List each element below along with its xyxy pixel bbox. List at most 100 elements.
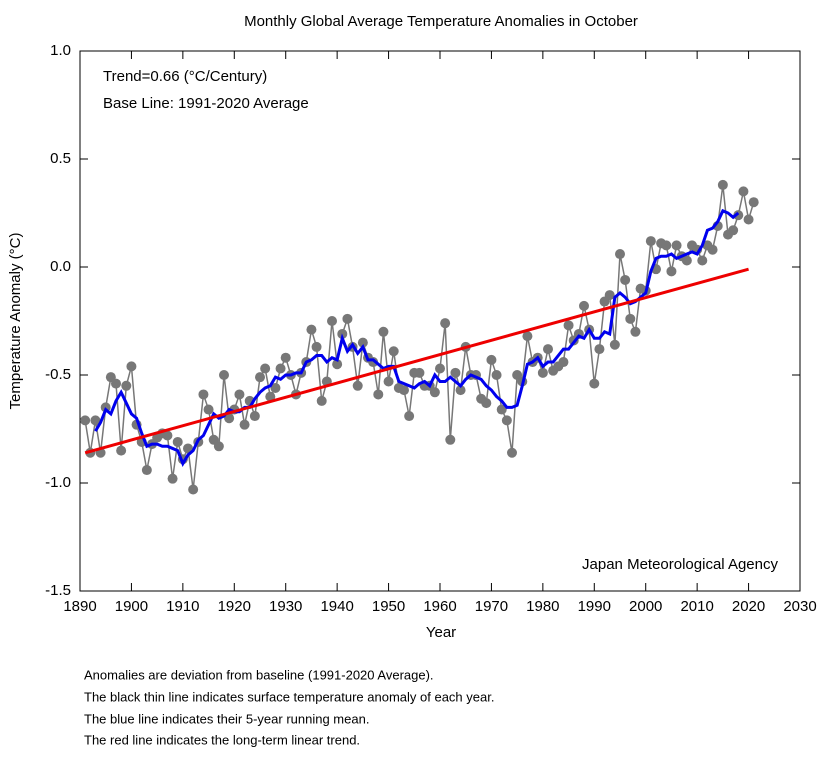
data-point [265, 391, 276, 402]
y-tick-label: -1.0 [45, 474, 71, 491]
data-point [327, 316, 337, 326]
data-point [563, 320, 574, 331]
x-tick-label: 2010 [680, 598, 713, 615]
data-point [496, 404, 507, 415]
y-tick-label: -1.5 [45, 582, 71, 599]
data-point [404, 411, 415, 422]
data-point [661, 240, 672, 251]
data-point [481, 398, 492, 409]
data-point [162, 430, 173, 441]
data-point [260, 363, 271, 374]
x-tick-label: 1950 [372, 598, 405, 615]
data-point [717, 179, 728, 190]
data-point [738, 186, 749, 197]
data-point [450, 367, 461, 378]
note: The black thin line indicates surface te… [84, 689, 494, 704]
data-point [440, 318, 451, 329]
chart-title: Monthly Global Average Temperature Anoma… [244, 13, 638, 30]
data-point [728, 225, 739, 236]
data-point [342, 313, 353, 324]
data-point [491, 370, 502, 380]
y-tick-label: -0.5 [45, 366, 71, 383]
x-tick-label: 1920 [218, 598, 251, 615]
data-point [707, 244, 718, 255]
plot-frame [79, 50, 801, 592]
data-point [316, 395, 327, 406]
data-point [373, 389, 384, 400]
data-point [116, 445, 127, 456]
data-point [219, 370, 229, 380]
data-point [609, 339, 620, 350]
data-point [697, 255, 708, 266]
data-point [455, 385, 466, 396]
data-point [280, 352, 291, 363]
annotation: Trend=0.66 (°C/Century) [103, 68, 267, 85]
data-point [234, 389, 245, 400]
data-point [604, 290, 615, 301]
data-point [224, 413, 235, 424]
x-tick-label: 1980 [526, 598, 559, 615]
series-line [84, 267, 749, 455]
data-point [167, 473, 178, 484]
data-point [681, 255, 692, 266]
y-tick-label: 1.0 [50, 42, 71, 59]
data-point [589, 378, 600, 389]
note: The blue line indicates their 5-year run… [84, 711, 369, 726]
note: The red line indicates the long-term lin… [84, 732, 360, 747]
data-point [378, 326, 389, 337]
x-tick-label: 1940 [320, 598, 353, 615]
data-point [90, 415, 101, 426]
data-point [594, 344, 605, 355]
data-point [522, 331, 533, 342]
x-tick-label: 1990 [578, 598, 611, 615]
x-tick-label: 1910 [166, 598, 199, 615]
data-point [671, 240, 682, 251]
data-point [486, 354, 497, 365]
x-tick-label: 2030 [783, 598, 816, 615]
x-tick-label: 2000 [629, 598, 662, 615]
annotation: Base Line: 1991-2020 Average [103, 95, 309, 112]
data-point [748, 197, 759, 208]
data-point [666, 266, 677, 277]
data-point [445, 434, 456, 445]
data-point [352, 380, 363, 391]
x-tick-label: 1890 [63, 598, 96, 615]
data-point [311, 341, 322, 352]
series-line [94, 208, 740, 467]
data-point [141, 465, 152, 476]
source: Japan Meteorological Agency [582, 556, 778, 573]
data-point [743, 214, 754, 225]
data-point [537, 367, 548, 378]
y-tick-label: 0.0 [50, 258, 71, 275]
data-point [332, 359, 343, 370]
data-point [275, 363, 286, 374]
data-point [625, 313, 636, 324]
x-tick-label: 2020 [732, 598, 765, 615]
data-point [383, 376, 394, 387]
data-point [579, 300, 589, 311]
data-point [249, 411, 260, 422]
data-point [255, 372, 265, 383]
data-point [501, 415, 512, 426]
data-point [435, 363, 445, 374]
data-point [630, 326, 641, 337]
x-tick-label: 1960 [423, 598, 456, 615]
data-point [121, 380, 132, 391]
series-line [84, 184, 755, 490]
data-point [733, 210, 744, 221]
data-point [126, 361, 137, 372]
data-point [543, 344, 553, 355]
data-point [239, 419, 250, 430]
x-tick-label: 1970 [475, 598, 508, 615]
data-point [645, 236, 656, 247]
data-point [507, 447, 517, 458]
note: Anomalies are deviation from baseline (1… [84, 667, 434, 682]
y-axis-label: Temperature Anomaly (°C) [7, 233, 24, 410]
data-point [558, 357, 569, 368]
x-axis-label: Year [426, 624, 456, 641]
data-point [388, 346, 399, 357]
data-point [429, 387, 440, 398]
data-point [615, 249, 625, 260]
